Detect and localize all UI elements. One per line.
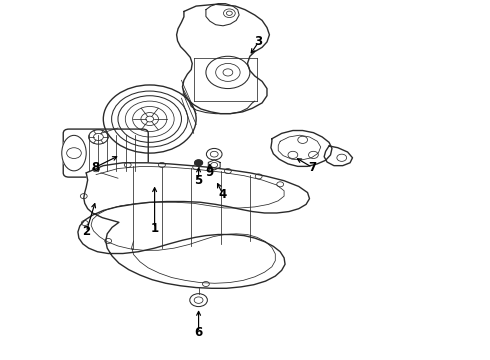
Text: 4: 4 bbox=[219, 188, 227, 201]
Polygon shape bbox=[271, 131, 332, 166]
Circle shape bbox=[67, 148, 81, 158]
Circle shape bbox=[103, 85, 196, 153]
Circle shape bbox=[105, 238, 112, 243]
Polygon shape bbox=[176, 4, 270, 114]
Polygon shape bbox=[206, 4, 239, 26]
Circle shape bbox=[226, 11, 232, 15]
Circle shape bbox=[288, 151, 298, 158]
Circle shape bbox=[194, 297, 203, 303]
Text: 5: 5 bbox=[195, 174, 203, 186]
Circle shape bbox=[81, 221, 88, 226]
Circle shape bbox=[223, 69, 233, 76]
Circle shape bbox=[159, 162, 165, 167]
Circle shape bbox=[309, 151, 318, 158]
Circle shape bbox=[202, 282, 209, 287]
Circle shape bbox=[195, 160, 202, 166]
Text: 3: 3 bbox=[255, 35, 263, 49]
Text: 7: 7 bbox=[308, 161, 317, 174]
Polygon shape bbox=[78, 163, 310, 288]
Ellipse shape bbox=[62, 135, 86, 171]
Circle shape bbox=[216, 63, 240, 81]
Polygon shape bbox=[208, 160, 220, 170]
Circle shape bbox=[124, 162, 131, 167]
Text: 9: 9 bbox=[206, 166, 214, 179]
Circle shape bbox=[224, 168, 231, 174]
Circle shape bbox=[89, 130, 108, 144]
Text: 1: 1 bbox=[150, 222, 159, 235]
Circle shape bbox=[337, 154, 346, 161]
Circle shape bbox=[206, 148, 222, 160]
Circle shape bbox=[94, 134, 103, 140]
Circle shape bbox=[298, 136, 308, 143]
Circle shape bbox=[277, 182, 284, 187]
Polygon shape bbox=[324, 146, 352, 166]
Circle shape bbox=[190, 294, 207, 307]
Circle shape bbox=[211, 162, 218, 167]
Circle shape bbox=[193, 165, 199, 170]
Circle shape bbox=[255, 174, 262, 179]
Circle shape bbox=[80, 194, 87, 199]
Circle shape bbox=[206, 56, 250, 89]
Circle shape bbox=[210, 151, 218, 157]
FancyBboxPatch shape bbox=[63, 129, 148, 177]
Circle shape bbox=[223, 9, 235, 18]
Text: 2: 2 bbox=[82, 225, 90, 238]
Text: 8: 8 bbox=[91, 161, 99, 174]
Text: 6: 6 bbox=[195, 326, 203, 339]
Circle shape bbox=[93, 167, 99, 172]
